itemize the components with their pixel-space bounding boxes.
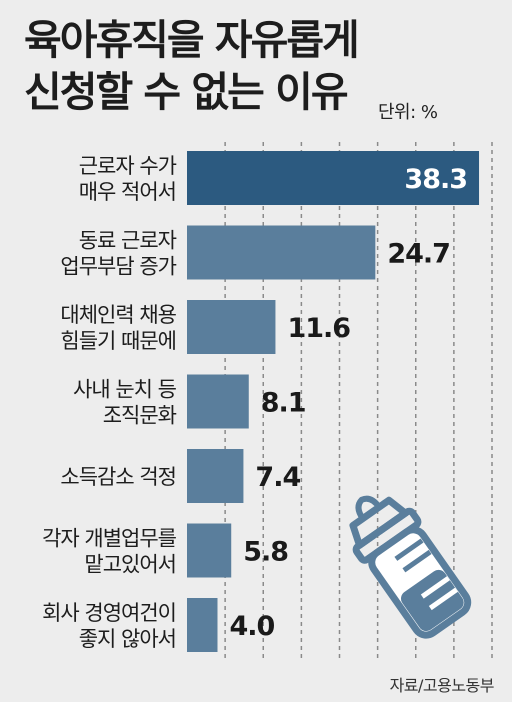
category-label: 소득감소 걱정	[60, 465, 176, 489]
bar	[187, 225, 376, 280]
category-label: 좋지 않아서	[79, 627, 176, 651]
baby-bottle-icon	[349, 495, 472, 639]
category-label: 업무부담 증가	[60, 255, 176, 279]
value-label: 11.6	[287, 313, 350, 344]
bar	[187, 151, 480, 205]
category-label: 회사 경영여건이	[42, 601, 176, 625]
category-label: 사내 눈치 등	[73, 378, 177, 402]
value-label: 5.8	[243, 537, 288, 568]
unit-label: 단위: %	[378, 102, 438, 123]
value-labels: 38.3 24.7 11.6 8.1 7.4 5.8 4.0	[230, 164, 469, 642]
value-label: 24.7	[387, 239, 450, 270]
chart-title: 육아휴직을 자유롭게 신청할 수 없는 이유	[24, 14, 360, 118]
value-label: 4.0	[230, 611, 275, 642]
category-label: 힘들기 때문에	[60, 329, 176, 353]
title-line-1: 육아휴직을 자유롭게	[24, 16, 360, 64]
category-label: 조직문화	[103, 404, 177, 428]
bars	[187, 151, 480, 652]
bar	[187, 449, 244, 503]
category-label: 대체인력 채용	[60, 303, 176, 327]
bar	[187, 598, 218, 652]
value-label: 8.1	[261, 388, 306, 419]
value-label: 7.4	[255, 462, 300, 493]
category-label: 맡고있어서	[84, 553, 176, 577]
category-label: 근로자 수가	[79, 154, 177, 178]
bar	[187, 523, 232, 578]
category-label: 동료 근로자	[79, 229, 177, 253]
bar	[187, 300, 276, 354]
category-label: 각자 개별업무를	[42, 527, 177, 551]
source-label: 자료/고용노동부	[389, 676, 495, 695]
bar	[187, 374, 249, 429]
title-line-2: 신청할 수 없는 이유	[24, 68, 349, 116]
category-label: 매우 적어서	[79, 180, 176, 204]
value-label: 38.3	[404, 164, 467, 195]
